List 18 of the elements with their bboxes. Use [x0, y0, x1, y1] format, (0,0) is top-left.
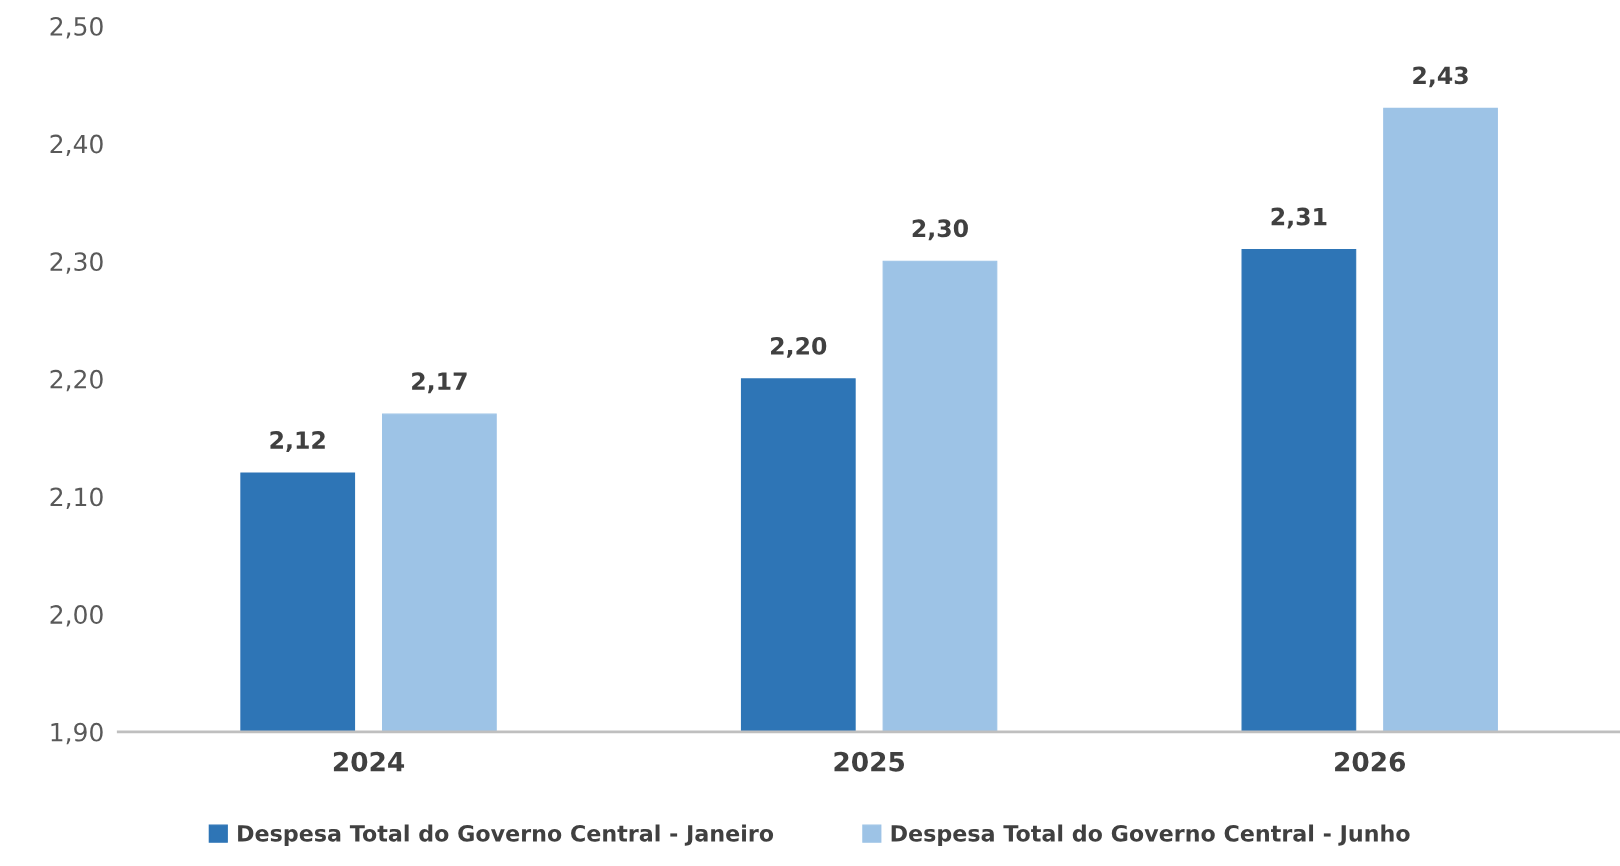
data-label: 2,12: [270, 431, 325, 452]
y-tick-label: 2,40: [50, 134, 103, 157]
legend-label: Despesa Total do Governo Central - Junho: [891, 824, 1410, 846]
data-label: 2,43: [1413, 66, 1468, 88]
data-label: 2,30: [912, 219, 968, 241]
x-tick-label: 2025: [834, 751, 905, 772]
data-label: 2,17: [412, 372, 467, 394]
x-tick-label: 2026: [1335, 751, 1406, 772]
y-tick-label: 2,20: [50, 369, 103, 392]
y-tick-label: 2,10: [50, 487, 103, 509]
legend-label: Despesa Total do Governo Central - Janeiro: [238, 824, 774, 846]
y-tick-label: 2,50: [50, 16, 103, 39]
y-tick-label: 2,30: [50, 252, 103, 274]
data-label: 2,20: [771, 337, 827, 358]
y-tick-label: 1,90: [51, 722, 103, 745]
y-tick-label: 2,00: [50, 605, 103, 627]
data-label: 2,31: [1271, 207, 1327, 229]
x-tick-label: 2024: [333, 751, 405, 772]
